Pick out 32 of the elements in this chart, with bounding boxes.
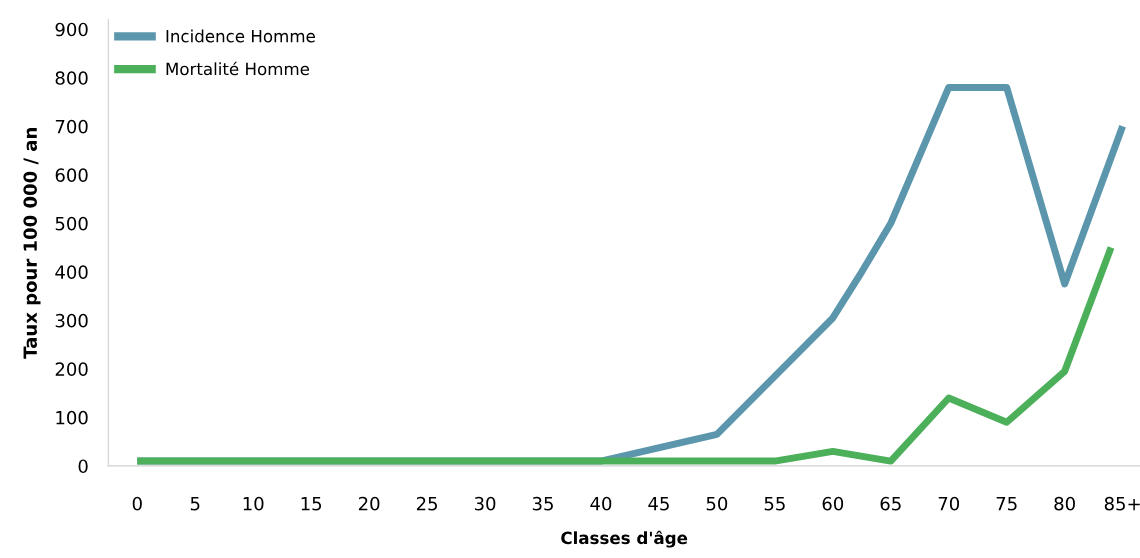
y-tick-label: 200 bbox=[55, 362, 88, 376]
y-tick-label: 100 bbox=[56, 410, 88, 425]
x-axis-title: Classes d'âge bbox=[561, 530, 688, 548]
y-tick-label: 500 bbox=[55, 216, 88, 231]
x-tick-label: 75 bbox=[996, 497, 1017, 511]
y-axis-title: Taux pour 100 000 / an bbox=[23, 128, 41, 359]
y-tick-label: 800 bbox=[55, 71, 88, 85]
y-tick-label: 900 bbox=[55, 22, 88, 37]
y-tick-label: 300 bbox=[55, 313, 88, 328]
x-tick-label: 60 bbox=[822, 496, 844, 511]
y-tick-label: 600 bbox=[55, 168, 88, 182]
x-tick-label: 65 bbox=[880, 496, 901, 511]
y-tick-label: 400 bbox=[55, 265, 88, 279]
legend-label: Incidence Homme bbox=[166, 29, 315, 43]
x-tick-label: 0 bbox=[132, 496, 142, 511]
x-tick-label: 70 bbox=[938, 496, 960, 511]
x-tick-label: 35 bbox=[532, 496, 553, 511]
x-tick-label: 80 bbox=[1054, 496, 1075, 511]
x-tick-label: 10 bbox=[243, 496, 264, 511]
x-tick-label: 5 bbox=[190, 497, 200, 511]
x-tick-label: 55 bbox=[764, 497, 785, 511]
y-tick-label: 0 bbox=[78, 459, 88, 474]
x-tick-label: 25 bbox=[416, 496, 437, 511]
x-tick-label: 40 bbox=[590, 496, 612, 511]
x-tick-label: 85+ bbox=[1104, 496, 1140, 511]
x-tick-label: 20 bbox=[358, 496, 380, 511]
x-tick-label: 15 bbox=[301, 497, 322, 511]
x-tick-label: 50 bbox=[706, 496, 728, 511]
y-tick-label: 700 bbox=[55, 119, 88, 134]
legend-label: Mortalité Homme bbox=[166, 61, 310, 76]
x-tick-label: 45 bbox=[648, 497, 669, 511]
x-tick-label: 30 bbox=[474, 496, 496, 511]
